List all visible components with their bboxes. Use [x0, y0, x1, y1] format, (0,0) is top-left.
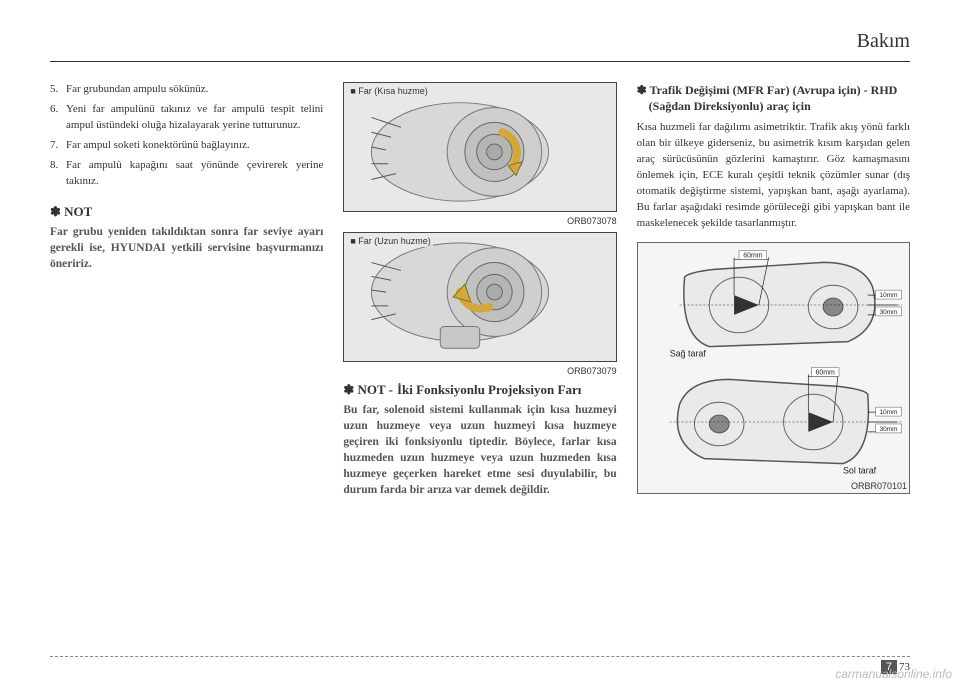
- list-number: 8.: [50, 158, 66, 190]
- list-number: 7.: [50, 138, 66, 154]
- note-body: Bu far, solenoid sistemi kullanmak için …: [343, 402, 616, 499]
- svg-text:Sağ taraf: Sağ taraf: [669, 348, 706, 358]
- note-label: ✽ NOT: [50, 204, 323, 220]
- list-number: 6.: [50, 102, 66, 134]
- page-header: Bakım: [50, 30, 910, 62]
- column-1: 5. Far grubundan ampulu sökünüz. 6. Yeni…: [50, 82, 323, 499]
- header-title: Bakım: [857, 30, 910, 52]
- note-prefix: ✽ NOT -: [343, 382, 393, 398]
- note-subtitle: İki Fonksiyonlu Projeksiyon Farı: [397, 382, 581, 398]
- mask-figure-group: 60mm 10mm 30mm Sağ taraf: [637, 242, 910, 494]
- figure-label: ■ Far (Kısa huzme): [348, 85, 429, 97]
- list-item: 6. Yeni far ampulünü takınız ve far ampu…: [50, 102, 323, 134]
- svg-text:Sol taraf: Sol taraf: [843, 465, 877, 475]
- figure-label: ■ Far (Uzun huzme): [348, 235, 432, 247]
- content-columns: 5. Far grubundan ampulu sökünüz. 6. Yeni…: [50, 82, 910, 499]
- list-text: Far ampulü kapağını saat yönünde çevirer…: [66, 158, 323, 190]
- svg-text:10mm: 10mm: [879, 292, 897, 299]
- list-text: Yeni far ampulünü takınız ve far ampulü …: [66, 102, 323, 134]
- list-item: 8. Far ampulü kapağını saat yönünde çevi…: [50, 158, 323, 190]
- list-number: 5.: [50, 82, 66, 98]
- svg-text:30mm: 30mm: [879, 309, 897, 316]
- svg-text:10mm: 10mm: [879, 409, 897, 416]
- lamp-left-icon: 60mm 10mm 30mm Sol taraf: [640, 364, 907, 479]
- mask-figure-right: 60mm 10mm 30mm Sağ taraf: [640, 247, 907, 362]
- svg-text:60mm: 60mm: [815, 369, 834, 376]
- headlight-short-icon: [344, 83, 615, 211]
- figure-long-beam: ■ Far (Uzun huzme): [343, 232, 616, 362]
- headlight-long-icon: [344, 233, 615, 361]
- svg-text:30mm: 30mm: [879, 426, 897, 433]
- watermark: carmanualsonline.info: [835, 667, 952, 681]
- figure-code: ORB073078: [343, 216, 616, 226]
- figure-short-beam: ■ Far (Kısa huzme): [343, 82, 616, 212]
- list-item: 5. Far grubundan ampulu sökünüz.: [50, 82, 323, 98]
- figure-code: ORB073079: [343, 366, 616, 376]
- note-text: Far grubu yeniden takıldıktan sonra far …: [50, 224, 323, 272]
- traffic-body: Kısa huzmeli far dağılımı asimetriktir. …: [637, 120, 910, 232]
- list-text: Far ampul soketi konektörünü bağlayınız.: [66, 138, 323, 154]
- note-heading: ✽ NOT - İki Fonksiyonlu Projeksiyon Farı: [343, 382, 616, 398]
- figure-code: ORBR070101: [640, 481, 907, 491]
- page-container: Bakım 5. Far grubundan ampulu sökünüz. 6…: [0, 0, 960, 685]
- page-footer: 773: [50, 656, 910, 673]
- column-2: ■ Far (Kısa huzme) ORB0730: [343, 82, 616, 499]
- svg-text:60mm: 60mm: [743, 252, 762, 259]
- lamp-right-icon: 60mm 10mm 30mm Sağ taraf: [640, 247, 907, 362]
- mask-figure-left: 60mm 10mm 30mm Sol taraf: [640, 364, 907, 479]
- column-3: ✽ Trafik Değişimi (MFR Far) (Avrupa için…: [637, 82, 910, 499]
- list-text: Far grubundan ampulu sökünüz.: [66, 82, 323, 98]
- list-item: 7. Far ampul soketi konektörünü bağlayın…: [50, 138, 323, 154]
- traffic-title: ✽ Trafik Değişimi (MFR Far) (Avrupa için…: [637, 82, 910, 114]
